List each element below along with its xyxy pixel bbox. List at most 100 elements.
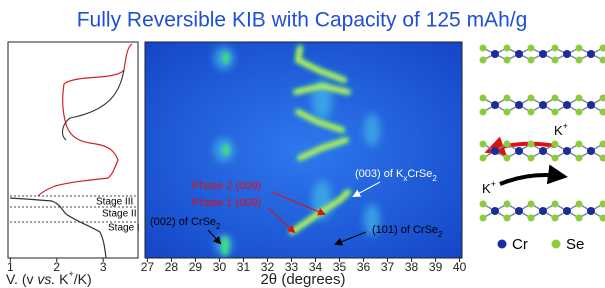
legend-label: Se: [566, 236, 584, 253]
x-tick-label: 37: [381, 260, 395, 274]
insertion-arrow: [500, 175, 560, 184]
se-atom: [552, 215, 559, 222]
se-atom: [480, 215, 487, 222]
cr-atom: [491, 101, 499, 109]
se-atom: [600, 155, 605, 162]
se-atom: [528, 109, 535, 116]
se-atom: [480, 57, 487, 64]
se-atom: [480, 141, 487, 148]
se-atom: [480, 95, 487, 102]
x-tick-label: 36: [357, 260, 371, 274]
x-tick-label: 1: [7, 260, 14, 274]
x-tick-label: 29: [189, 260, 203, 274]
cr-atom: [491, 147, 499, 155]
se-atom: [576, 215, 583, 222]
cr-atom: [491, 50, 499, 58]
se-atom: [576, 57, 583, 64]
se-atom: [576, 95, 583, 102]
cr-atom: [587, 207, 595, 215]
ion-part: +: [491, 179, 496, 189]
stage-label: Stage III: [96, 197, 133, 208]
annotation-part: 2: [432, 174, 437, 183]
se-atom: [480, 45, 487, 52]
ion-label: K+: [554, 121, 568, 138]
cr-atom: [539, 147, 547, 155]
x-tick-label: 33: [285, 260, 299, 274]
x-tick-label: 3: [100, 260, 107, 274]
se-atom: [504, 57, 511, 64]
se-atom: [504, 201, 511, 208]
cr-atom: [587, 101, 595, 109]
se-atom: [600, 45, 605, 52]
cr-atom: [563, 101, 571, 109]
x-tick-label: 30: [213, 260, 227, 274]
cr-atom: [563, 147, 571, 155]
cr-atom: [539, 207, 547, 215]
x-tick-label: 32: [261, 260, 275, 274]
x-tick-label: 40: [453, 260, 467, 274]
cr-atom: [515, 101, 523, 109]
x-tick-label: 34: [309, 260, 323, 274]
se-atom: [504, 109, 511, 116]
cr-atom: [587, 147, 595, 155]
x-tick-label: 31: [237, 260, 251, 274]
stage-label: Stage II: [102, 209, 136, 220]
se-atom: [528, 201, 535, 208]
annotation: Phase 2 (009): [192, 180, 261, 192]
se-atom: [576, 45, 583, 52]
se-atom: [528, 141, 535, 148]
se-atom: [528, 95, 535, 102]
se-atom: [504, 95, 511, 102]
cr-atom: [563, 50, 571, 58]
se-atom: [480, 201, 487, 208]
ion-part: +: [563, 121, 568, 131]
se-atom: [600, 95, 605, 102]
voltage-panel: Stage III Stage II Stage I V. (v vs. K+/…: [6, 42, 140, 287]
ion-part: K: [554, 123, 563, 138]
axis-label: V. (v vs. K+/K): [6, 269, 92, 286]
legend-swatch: [498, 240, 507, 249]
annotation: Phase 1 (009): [192, 197, 261, 209]
cr-atom: [539, 50, 547, 58]
x-tick-label: 39: [429, 260, 443, 274]
ion-part: K: [482, 181, 491, 196]
annotation-part: (101) of CrSe: [372, 224, 438, 236]
se-atom: [600, 141, 605, 148]
cr-atom: [515, 50, 523, 58]
se-atom: [504, 141, 511, 148]
se-atom: [600, 57, 605, 64]
se-atom: [504, 45, 511, 52]
se-atom: [552, 45, 559, 52]
cr-atom: [563, 207, 571, 215]
se-atom: [528, 57, 535, 64]
se-atom: [552, 57, 559, 64]
se-atom: [576, 155, 583, 162]
cr-atom: [539, 101, 547, 109]
annotation-part: (003) of K: [355, 168, 404, 180]
x-tick-label: 2: [53, 260, 60, 274]
figure: Fully Reversible KIB with Capacity of 12…: [0, 0, 605, 288]
title: Fully Reversible KIB with Capacity of 12…: [77, 9, 528, 32]
se-atom: [600, 201, 605, 208]
se-atom: [600, 109, 605, 116]
legend-swatch: [552, 240, 561, 249]
se-atom: [552, 141, 559, 148]
se-atom: [480, 155, 487, 162]
se-atom: [576, 141, 583, 148]
x-tick-label: 27: [141, 260, 155, 274]
structure: K+ K+ Cr Se: [480, 45, 605, 253]
se-atom: [552, 201, 559, 208]
cr-atom: [587, 50, 595, 58]
legend-label: Cr: [512, 236, 528, 253]
ion-label: K+: [482, 179, 496, 196]
x-tick-label: 38: [405, 260, 419, 274]
label-part: /K): [74, 271, 92, 287]
cr-atom: [491, 207, 499, 215]
x-tick-label: 28: [165, 260, 179, 274]
se-atom: [504, 215, 511, 222]
se-atom: [600, 215, 605, 222]
se-atom: [528, 155, 535, 162]
annotation-part: CrSe: [407, 168, 432, 180]
se-atom: [504, 155, 511, 162]
annotation-part: 2: [216, 222, 221, 231]
